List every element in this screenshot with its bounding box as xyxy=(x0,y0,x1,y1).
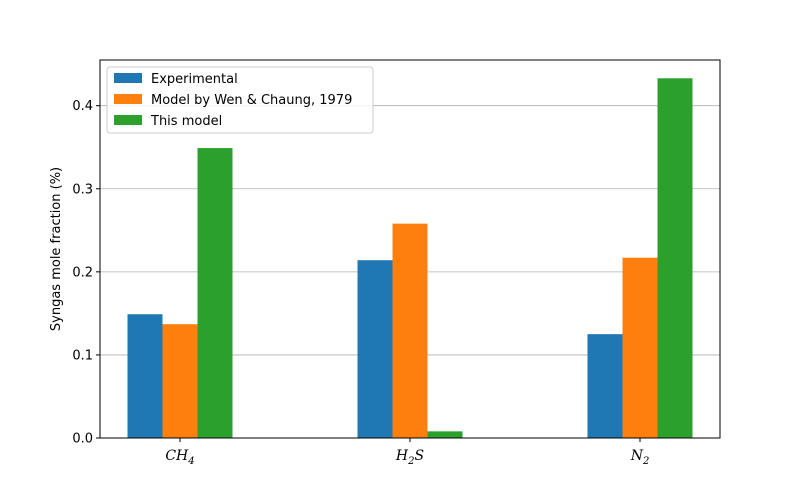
label-subscript: 4 xyxy=(187,456,194,467)
y-tick-label: 0.3 xyxy=(72,182,93,197)
x-tick-label-h2s: H2S xyxy=(395,448,424,467)
bars xyxy=(127,78,693,439)
legend-swatch xyxy=(114,73,142,83)
bar-this-model-n2 xyxy=(657,78,693,439)
legend-label: Model by Wen & Chaung, 1979 xyxy=(151,93,352,108)
legend-label: This model xyxy=(150,114,222,129)
label-subscript: 2 xyxy=(407,456,414,467)
label-base: CH xyxy=(165,448,189,464)
bar-this-model-ch4 xyxy=(197,148,233,439)
y-axis-title: Syngas mole fraction (%) xyxy=(49,167,64,331)
y-tick-label: 0.2 xyxy=(72,265,93,280)
label-base: H xyxy=(395,448,409,464)
legend-swatch xyxy=(114,115,142,125)
x-axis: CH4 H2S N2 xyxy=(165,438,649,467)
y-tick-label: 0.1 xyxy=(72,348,93,363)
y-tick-label: 0.4 xyxy=(72,99,93,114)
legend-box xyxy=(106,66,374,134)
bar-this-model-h2s xyxy=(427,431,463,438)
bar-model-by-wen-chaung-1979-n2 xyxy=(622,257,658,438)
bar-experimental-n2 xyxy=(587,334,623,438)
label-tail: S xyxy=(415,448,425,464)
legend-label: Experimental xyxy=(151,72,238,87)
bar-experimental-h2s xyxy=(357,260,393,438)
legend: Experimental Model by Wen & Chaung, 1979 T… xyxy=(106,66,374,134)
legend-swatch xyxy=(114,94,142,104)
y-tick-label: 0.0 xyxy=(72,432,93,447)
x-tick-label-n2: N2 xyxy=(630,448,650,467)
y-axis: 0.0 0.1 0.2 0.3 0.4 xyxy=(72,99,100,447)
label-base: N xyxy=(630,448,644,464)
x-tick-label-ch4: CH4 xyxy=(165,448,194,467)
bar-experimental-ch4 xyxy=(127,314,163,438)
bar-model-by-wen-chaung-1979-ch4 xyxy=(162,324,198,438)
label-subscript: 2 xyxy=(642,456,649,467)
bar-model-by-wen-chaung-1979-h2s xyxy=(392,223,428,438)
